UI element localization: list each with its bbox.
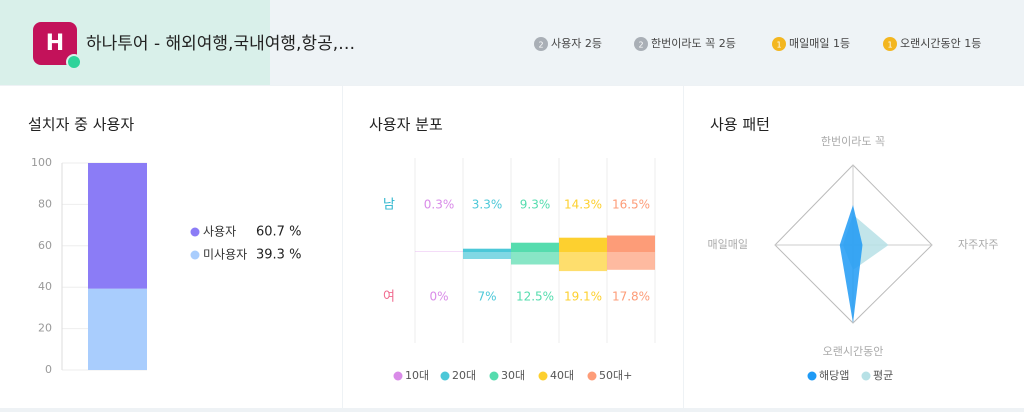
- value-label: 3.3%: [472, 198, 503, 212]
- y-tick-label: 100: [31, 156, 52, 169]
- legend-label: 평균: [873, 369, 893, 382]
- bar: [463, 252, 511, 259]
- badge-label: 오랜시간동안 1등: [900, 37, 981, 50]
- value-label: 16.5%: [612, 198, 650, 212]
- legend-label: 20대: [452, 369, 476, 382]
- bar: [607, 236, 655, 253]
- value-label: 9.3%: [520, 198, 551, 212]
- app-icon-letter: H: [46, 31, 64, 56]
- bar: [559, 252, 607, 271]
- bar-segment: [88, 289, 147, 370]
- app-name: 하나투어 - 해외여행,국내여행,항공,…: [86, 34, 355, 54]
- radar-axis-label: 한번이라도 꼭: [821, 135, 885, 148]
- badge-label: 한번이라도 꼭 2등: [651, 37, 736, 50]
- legend-label: 해당앱: [819, 368, 849, 382]
- legend-label: 사용자: [203, 225, 236, 239]
- bar: [463, 249, 511, 252]
- medal-rank: 2: [538, 41, 543, 50]
- medal-rank: 2: [638, 41, 643, 50]
- radar-axis-label: 자주자주: [958, 238, 998, 251]
- legend-dot: [441, 372, 450, 381]
- panel-title: 설치자 중 사용자: [28, 116, 134, 134]
- badge-label: 매일매일 1등: [789, 36, 850, 50]
- y-tick-label: 80: [38, 197, 52, 210]
- value-label: 0.3%: [424, 198, 455, 212]
- side-label: 여: [383, 290, 395, 305]
- side-label: 남: [383, 198, 395, 213]
- bar: [511, 243, 559, 252]
- y-tick-label: 60: [38, 239, 52, 252]
- panel-title: 사용자 분포: [369, 116, 443, 134]
- legend-label: 30대: [501, 369, 525, 382]
- legend-label: 10대: [405, 369, 429, 382]
- value-label: 0%: [429, 290, 448, 304]
- value-label: 14.3%: [564, 198, 602, 212]
- legend-dot: [490, 372, 499, 381]
- value-label: 12.5%: [516, 290, 554, 304]
- bar: [559, 238, 607, 252]
- medal-rank: 1: [887, 41, 892, 50]
- legend-label: 미사용자: [203, 248, 247, 262]
- y-tick-label: 40: [38, 280, 52, 293]
- legend-dot: [588, 372, 597, 381]
- value-label: 19.1%: [564, 290, 602, 304]
- legend-dot: [539, 372, 548, 381]
- legend-label: 50대+: [599, 369, 632, 382]
- value-label: 17.8%: [612, 290, 650, 304]
- value-label: 39.3 %: [256, 248, 301, 263]
- legend-dot: [394, 372, 403, 381]
- legend-label: 40대: [550, 369, 574, 382]
- value-label: 60.7 %: [256, 225, 301, 240]
- medal-rank: 1: [776, 41, 781, 50]
- y-tick-label: 0: [45, 363, 52, 376]
- y-tick-label: 20: [38, 322, 52, 335]
- app-icon-dot: [67, 55, 81, 69]
- legend-dot: [808, 372, 817, 381]
- radar-axis-label: 오랜시간동안: [823, 345, 884, 358]
- badge-label: 사용자 2등: [551, 37, 602, 50]
- bar: [607, 252, 655, 270]
- legend-dot: [862, 372, 871, 381]
- bar: [511, 252, 559, 265]
- legend-dot: [191, 251, 200, 260]
- legend-dot: [191, 228, 200, 237]
- panel-title: 사용 패턴: [710, 116, 770, 134]
- value-label: 7%: [477, 290, 496, 304]
- radar-axis-label: 매일매일: [708, 237, 748, 251]
- bar-segment: [88, 163, 147, 289]
